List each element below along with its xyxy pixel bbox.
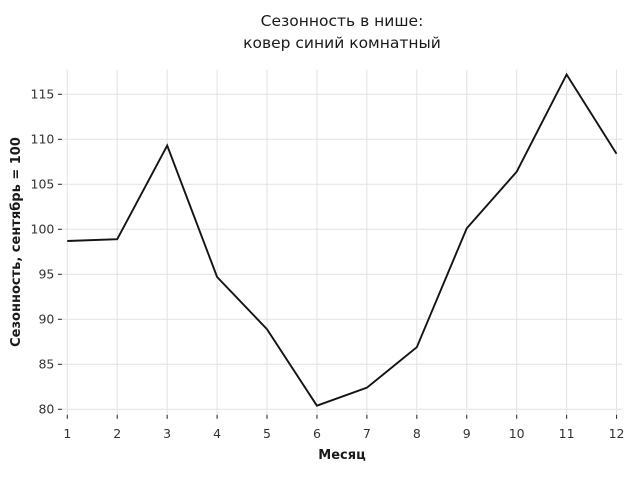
x-tick-label: 5 <box>263 426 271 441</box>
x-tick-label: 6 <box>313 426 321 441</box>
axis-ticks <box>57 93 618 419</box>
x-tick-label: 3 <box>163 426 171 441</box>
chart-title-line2: ковер синий комнатный <box>243 34 441 52</box>
chart-title-line1: Сезонность в нише: <box>261 12 424 30</box>
x-tick-label: 1 <box>63 426 71 441</box>
y-tick-label: 80 <box>38 402 54 417</box>
y-tick-label: 110 <box>31 132 55 147</box>
y-tick-label: 100 <box>31 222 55 237</box>
x-tick-label: 9 <box>463 426 471 441</box>
x-tick-label: 4 <box>213 426 221 441</box>
y-tick-label: 85 <box>38 357 54 372</box>
y-tick-label: 95 <box>38 267 54 282</box>
y-tick-label: 115 <box>31 87 55 102</box>
x-tick-label: 10 <box>509 426 525 441</box>
y-tick-label: 105 <box>31 177 55 192</box>
x-tick-label: 12 <box>609 426 625 441</box>
x-tick-label: 2 <box>113 426 121 441</box>
x-axis-label: Месяц <box>318 448 366 463</box>
x-tick-label: 7 <box>363 426 371 441</box>
x-tick-label: 8 <box>413 426 421 441</box>
y-axis-label: Сезонность, сентябрь = 100 <box>9 137 24 347</box>
x-tick-label: 11 <box>559 426 575 441</box>
seasonality-data-line <box>67 72 618 407</box>
y-tick-label: 90 <box>38 312 54 327</box>
gridlines <box>61 69 623 415</box>
